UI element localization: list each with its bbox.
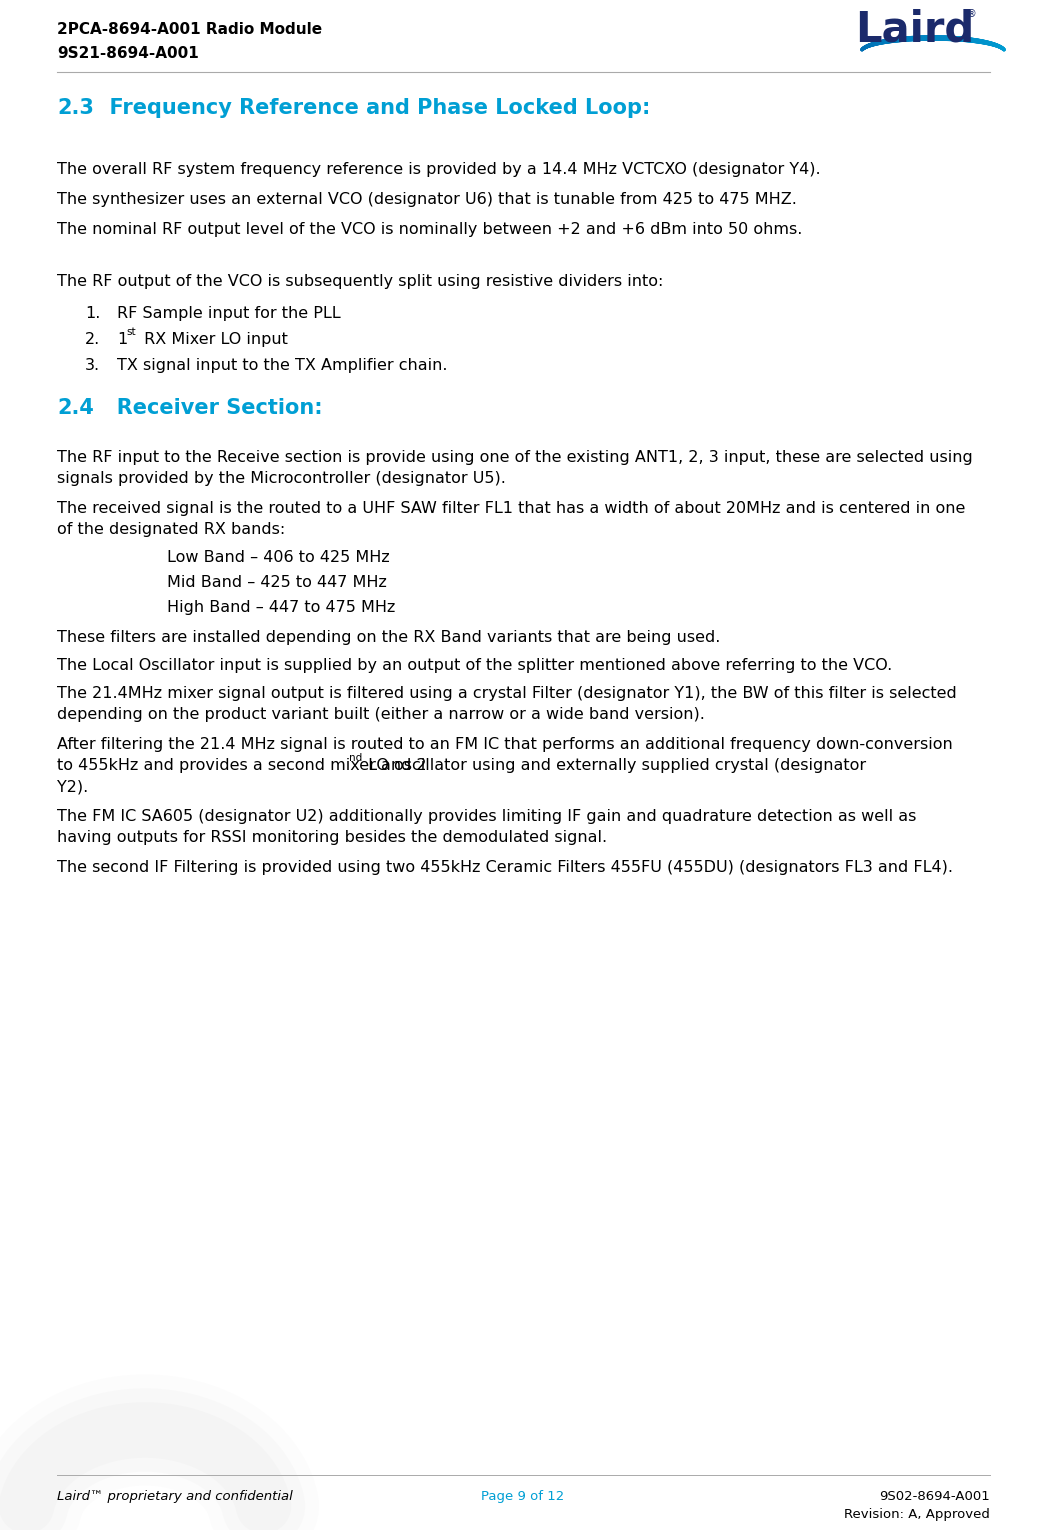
Text: 1: 1: [117, 332, 128, 347]
Text: Revision: A, Approved: Revision: A, Approved: [844, 1509, 990, 1521]
Text: Laird™ proprietary and confidential: Laird™ proprietary and confidential: [56, 1490, 293, 1502]
Text: The RF output of the VCO is subsequently split using resistive dividers into:: The RF output of the VCO is subsequently…: [56, 274, 663, 289]
Text: The received signal is the routed to a UHF SAW filter FL1 that has a width of ab: The received signal is the routed to a U…: [56, 500, 965, 516]
Text: Laird: Laird: [856, 8, 975, 50]
Text: The RF input to the Receive section is provide using one of the existing ANT1, 2: The RF input to the Receive section is p…: [56, 450, 973, 465]
Text: st: st: [126, 327, 136, 337]
Text: The overall RF system frequency reference is provided by a 14.4 MHz VCTCXO (desi: The overall RF system frequency referenc…: [56, 162, 821, 177]
Text: 9S02-8694-A001: 9S02-8694-A001: [880, 1490, 990, 1502]
Text: Mid Band – 425 to 447 MHz: Mid Band – 425 to 447 MHz: [167, 575, 387, 591]
Text: The 21.4MHz mixer signal output is filtered using a crystal Filter (designator Y: The 21.4MHz mixer signal output is filte…: [56, 685, 957, 701]
Text: These filters are installed depending on the RX Band variants that are being use: These filters are installed depending on…: [56, 630, 721, 646]
Text: ®: ®: [967, 9, 977, 18]
Text: After filtering the 21.4 MHz signal is routed to an FM IC that performs an addit: After filtering the 21.4 MHz signal is r…: [56, 737, 953, 753]
Text: 2.3: 2.3: [56, 98, 94, 118]
Text: Y2).: Y2).: [56, 779, 88, 794]
Text: The synthesizer uses an external VCO (designator U6) that is tunable from 425 to: The synthesizer uses an external VCO (de…: [56, 191, 797, 207]
Text: nd: nd: [348, 753, 362, 763]
Text: 2.4: 2.4: [56, 398, 94, 418]
Text: 9S21-8694-A001: 9S21-8694-A001: [56, 46, 199, 61]
Text: LO oscillator using and externally supplied crystal (designator: LO oscillator using and externally suppl…: [363, 757, 866, 773]
Text: The Local Oscillator input is supplied by an output of the splitter mentioned ab: The Local Oscillator input is supplied b…: [56, 658, 892, 673]
Text: RF Sample input for the PLL: RF Sample input for the PLL: [117, 306, 341, 321]
Text: Low Band – 406 to 425 MHz: Low Band – 406 to 425 MHz: [167, 549, 390, 565]
Text: Page 9 of 12: Page 9 of 12: [481, 1490, 565, 1502]
Text: of the designated RX bands:: of the designated RX bands:: [56, 522, 286, 537]
Text: to 455kHz and provides a second mixer and 2: to 455kHz and provides a second mixer an…: [56, 757, 427, 773]
Text: depending on the product variant built (either a narrow or a wide band version).: depending on the product variant built (…: [56, 707, 705, 722]
Text: having outputs for RSSI monitoring besides the demodulated signal.: having outputs for RSSI monitoring besid…: [56, 829, 607, 845]
Text: signals provided by the Microcontroller (designator U5).: signals provided by the Microcontroller …: [56, 471, 506, 487]
Text: 1.: 1.: [85, 306, 100, 321]
Text: Frequency Reference and Phase Locked Loop:: Frequency Reference and Phase Locked Loo…: [95, 98, 651, 118]
Text: 2PCA-8694-A001 Radio Module: 2PCA-8694-A001 Radio Module: [56, 21, 322, 37]
Text: Receiver Section:: Receiver Section:: [95, 398, 322, 418]
Text: TX signal input to the TX Amplifier chain.: TX signal input to the TX Amplifier chai…: [117, 358, 448, 373]
Text: High Band – 447 to 475 MHz: High Band – 447 to 475 MHz: [167, 600, 395, 615]
Text: The nominal RF output level of the VCO is nominally between +2 and +6 dBm into 5: The nominal RF output level of the VCO i…: [56, 222, 802, 237]
Text: RX Mixer LO input: RX Mixer LO input: [139, 332, 288, 347]
Text: 2.: 2.: [85, 332, 100, 347]
Text: The FM IC SA605 (designator U2) additionally provides limiting IF gain and quadr: The FM IC SA605 (designator U2) addition…: [56, 809, 916, 825]
Text: The second IF Filtering is provided using two 455kHz Ceramic Filters 455FU (455D: The second IF Filtering is provided usin…: [56, 860, 953, 875]
Text: 3.: 3.: [85, 358, 100, 373]
